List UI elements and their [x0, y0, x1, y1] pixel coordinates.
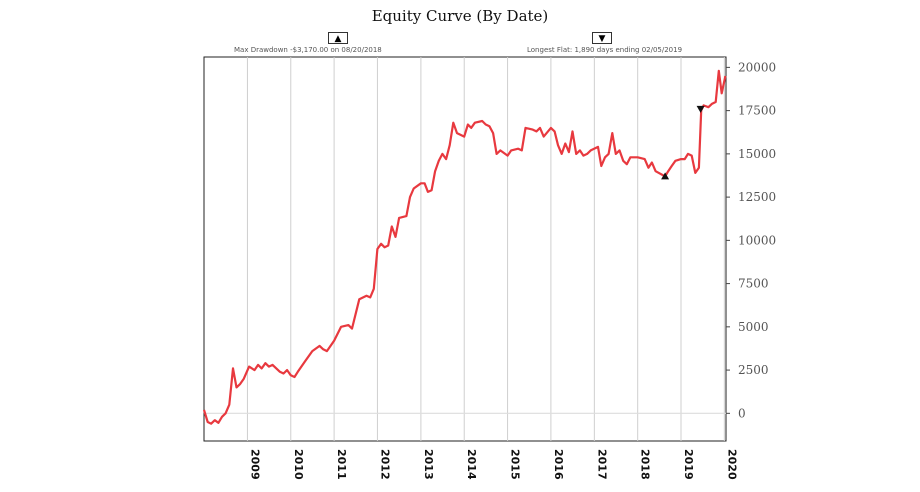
flat-end-marker: [696, 105, 705, 113]
x-tick-label: 2017: [595, 449, 608, 480]
x-tick-label: 2019: [682, 449, 695, 480]
longest-flat-annotation: Longest Flat: 1,890 days ending 02/05/20…: [527, 46, 683, 54]
x-tick-label: 2012: [378, 449, 391, 480]
plot-frame: [203, 56, 727, 442]
y-tick-label: 5000: [738, 320, 769, 334]
x-tick-label: 2016: [552, 449, 565, 480]
y-tick-label: 17500: [738, 104, 776, 118]
drawdown-toggle-button[interactable]: ▲: [328, 32, 348, 44]
drawdown-marker: [661, 172, 670, 180]
chart-title: Equity Curve (By Date): [371, 7, 549, 25]
y-tick-label: 12500: [738, 190, 776, 204]
x-tick-label: 2013: [422, 449, 435, 480]
x-tick-label: 2015: [509, 449, 522, 480]
y-tick-label: 2500: [738, 363, 769, 377]
x-tick-label: 2018: [639, 449, 652, 480]
y-tick-label: 7500: [738, 277, 769, 291]
x-tick-label: 2014: [465, 449, 478, 480]
flat-period-toggle-button[interactable]: ▼: [592, 32, 612, 44]
x-tick-label: 2020: [725, 449, 738, 480]
y-tick-label: 15000: [738, 147, 776, 161]
x-tick-label: 2009: [248, 449, 261, 480]
max-drawdown-annotation: Max Drawdown -$3,170.00 on 08/20/2018: [234, 46, 382, 54]
equity-line: [202, 69, 727, 425]
x-tick-label: 2011: [335, 449, 348, 480]
y-tick-label: 10000: [738, 233, 776, 247]
y-tick-label: 0: [738, 406, 746, 420]
y-tick-label: 20000: [738, 60, 776, 74]
x-tick-label: 2010: [292, 449, 305, 480]
